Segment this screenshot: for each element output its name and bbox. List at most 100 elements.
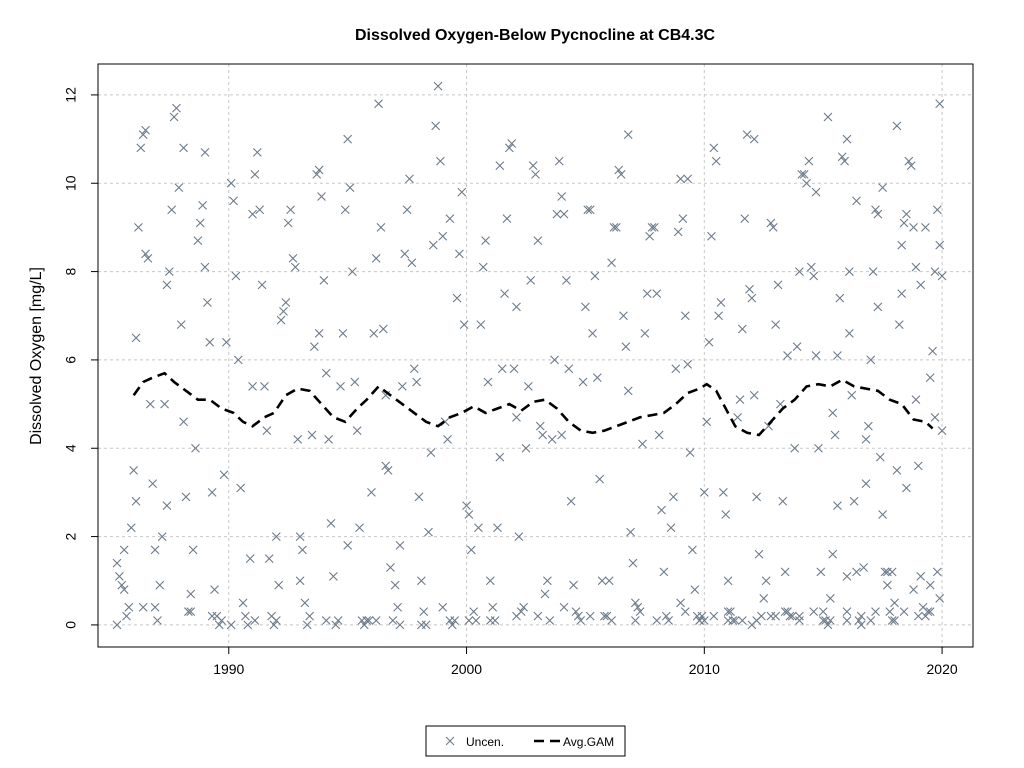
- data-point: [407, 258, 417, 268]
- data-point: [519, 602, 529, 612]
- data-point: [390, 580, 400, 590]
- data-point: [564, 364, 574, 374]
- data-point: [552, 209, 562, 219]
- data-point: [844, 267, 854, 276]
- data-point: [526, 276, 536, 285]
- data-point: [718, 488, 728, 497]
- y-axis: 0 2 4 6 8 10 12: [63, 87, 98, 629]
- data-point: [902, 209, 911, 219]
- data-point: [309, 342, 319, 352]
- data-point: [352, 426, 362, 435]
- data-point: [871, 205, 880, 215]
- data-point: [597, 576, 607, 586]
- data-point: [780, 607, 790, 617]
- data-point: [928, 346, 937, 356]
- data-point: [169, 112, 179, 122]
- data-point: [512, 302, 521, 312]
- data-point: [802, 178, 811, 188]
- data-point: [464, 510, 474, 519]
- data-point: [395, 620, 405, 630]
- data-point: [466, 545, 476, 555]
- data-point: [488, 602, 498, 612]
- data-point: [514, 532, 524, 541]
- data-point: [243, 620, 253, 630]
- data-point: [248, 382, 257, 391]
- data-point: [464, 616, 474, 625]
- data-point: [652, 616, 662, 625]
- data-point: [481, 236, 490, 246]
- data-point: [935, 99, 945, 109]
- data-point: [186, 589, 196, 599]
- data-point: [281, 298, 291, 307]
- legend-gam-label: Avg.GAM: [563, 735, 614, 749]
- data-point: [355, 523, 364, 533]
- data-point: [761, 576, 771, 586]
- data-point: [690, 585, 700, 594]
- data-point: [248, 209, 257, 219]
- data-point: [157, 532, 167, 541]
- data-point: [523, 382, 533, 391]
- data-point: [559, 209, 569, 219]
- data-point: [512, 611, 521, 621]
- data-point: [298, 545, 307, 555]
- data-point: [455, 249, 464, 259]
- data-point: [509, 364, 519, 374]
- data-point: [533, 236, 543, 246]
- data-point: [314, 329, 324, 338]
- data-point: [683, 359, 693, 369]
- data-point: [854, 616, 864, 625]
- data-point: [749, 390, 759, 400]
- data-point: [160, 399, 169, 409]
- data-point: [752, 492, 762, 502]
- data-point: [923, 607, 933, 617]
- data-point: [697, 611, 707, 621]
- data-point: [138, 130, 148, 140]
- data-point: [735, 395, 745, 405]
- data-point: [569, 580, 578, 590]
- data-point: [861, 479, 871, 488]
- data-point: [164, 267, 174, 276]
- data-point: [699, 488, 709, 497]
- data-point: [885, 607, 895, 617]
- data-point: [554, 156, 564, 166]
- data-point: [878, 510, 888, 519]
- data-point: [909, 223, 918, 232]
- data-point: [371, 616, 381, 625]
- plot-frame: [97, 63, 974, 648]
- data-point: [400, 249, 410, 259]
- data-point: [664, 616, 674, 625]
- data-point: [921, 223, 930, 232]
- data-point: [436, 156, 445, 166]
- data-point: [200, 147, 210, 157]
- data-point: [699, 616, 709, 625]
- data-point: [348, 267, 357, 276]
- data-point: [374, 99, 383, 109]
- data-point: [562, 276, 571, 285]
- data-point: [388, 616, 398, 625]
- data-point: [371, 253, 381, 263]
- data-point: [783, 351, 792, 360]
- data-point: [255, 205, 265, 215]
- data-point: [852, 567, 861, 577]
- data-point: [336, 382, 345, 391]
- y-tick-label-4: 8: [63, 267, 79, 275]
- data-point: [557, 192, 567, 201]
- data-point: [500, 289, 509, 299]
- data-point: [628, 558, 638, 568]
- y-tick-label-0: 0: [63, 621, 79, 629]
- data-point: [540, 589, 550, 599]
- data-point: [630, 616, 640, 625]
- data-point: [754, 549, 764, 559]
- data-point: [329, 571, 338, 581]
- data-point: [485, 576, 495, 586]
- data-point: [818, 616, 828, 625]
- data-point: [726, 607, 735, 617]
- data-point: [745, 284, 754, 294]
- data-point: [661, 611, 671, 621]
- data-point: [210, 585, 219, 594]
- data-point: [229, 196, 238, 206]
- data-point: [680, 607, 690, 617]
- data-point: [521, 443, 531, 453]
- data-point: [174, 183, 184, 193]
- data-point: [847, 390, 857, 400]
